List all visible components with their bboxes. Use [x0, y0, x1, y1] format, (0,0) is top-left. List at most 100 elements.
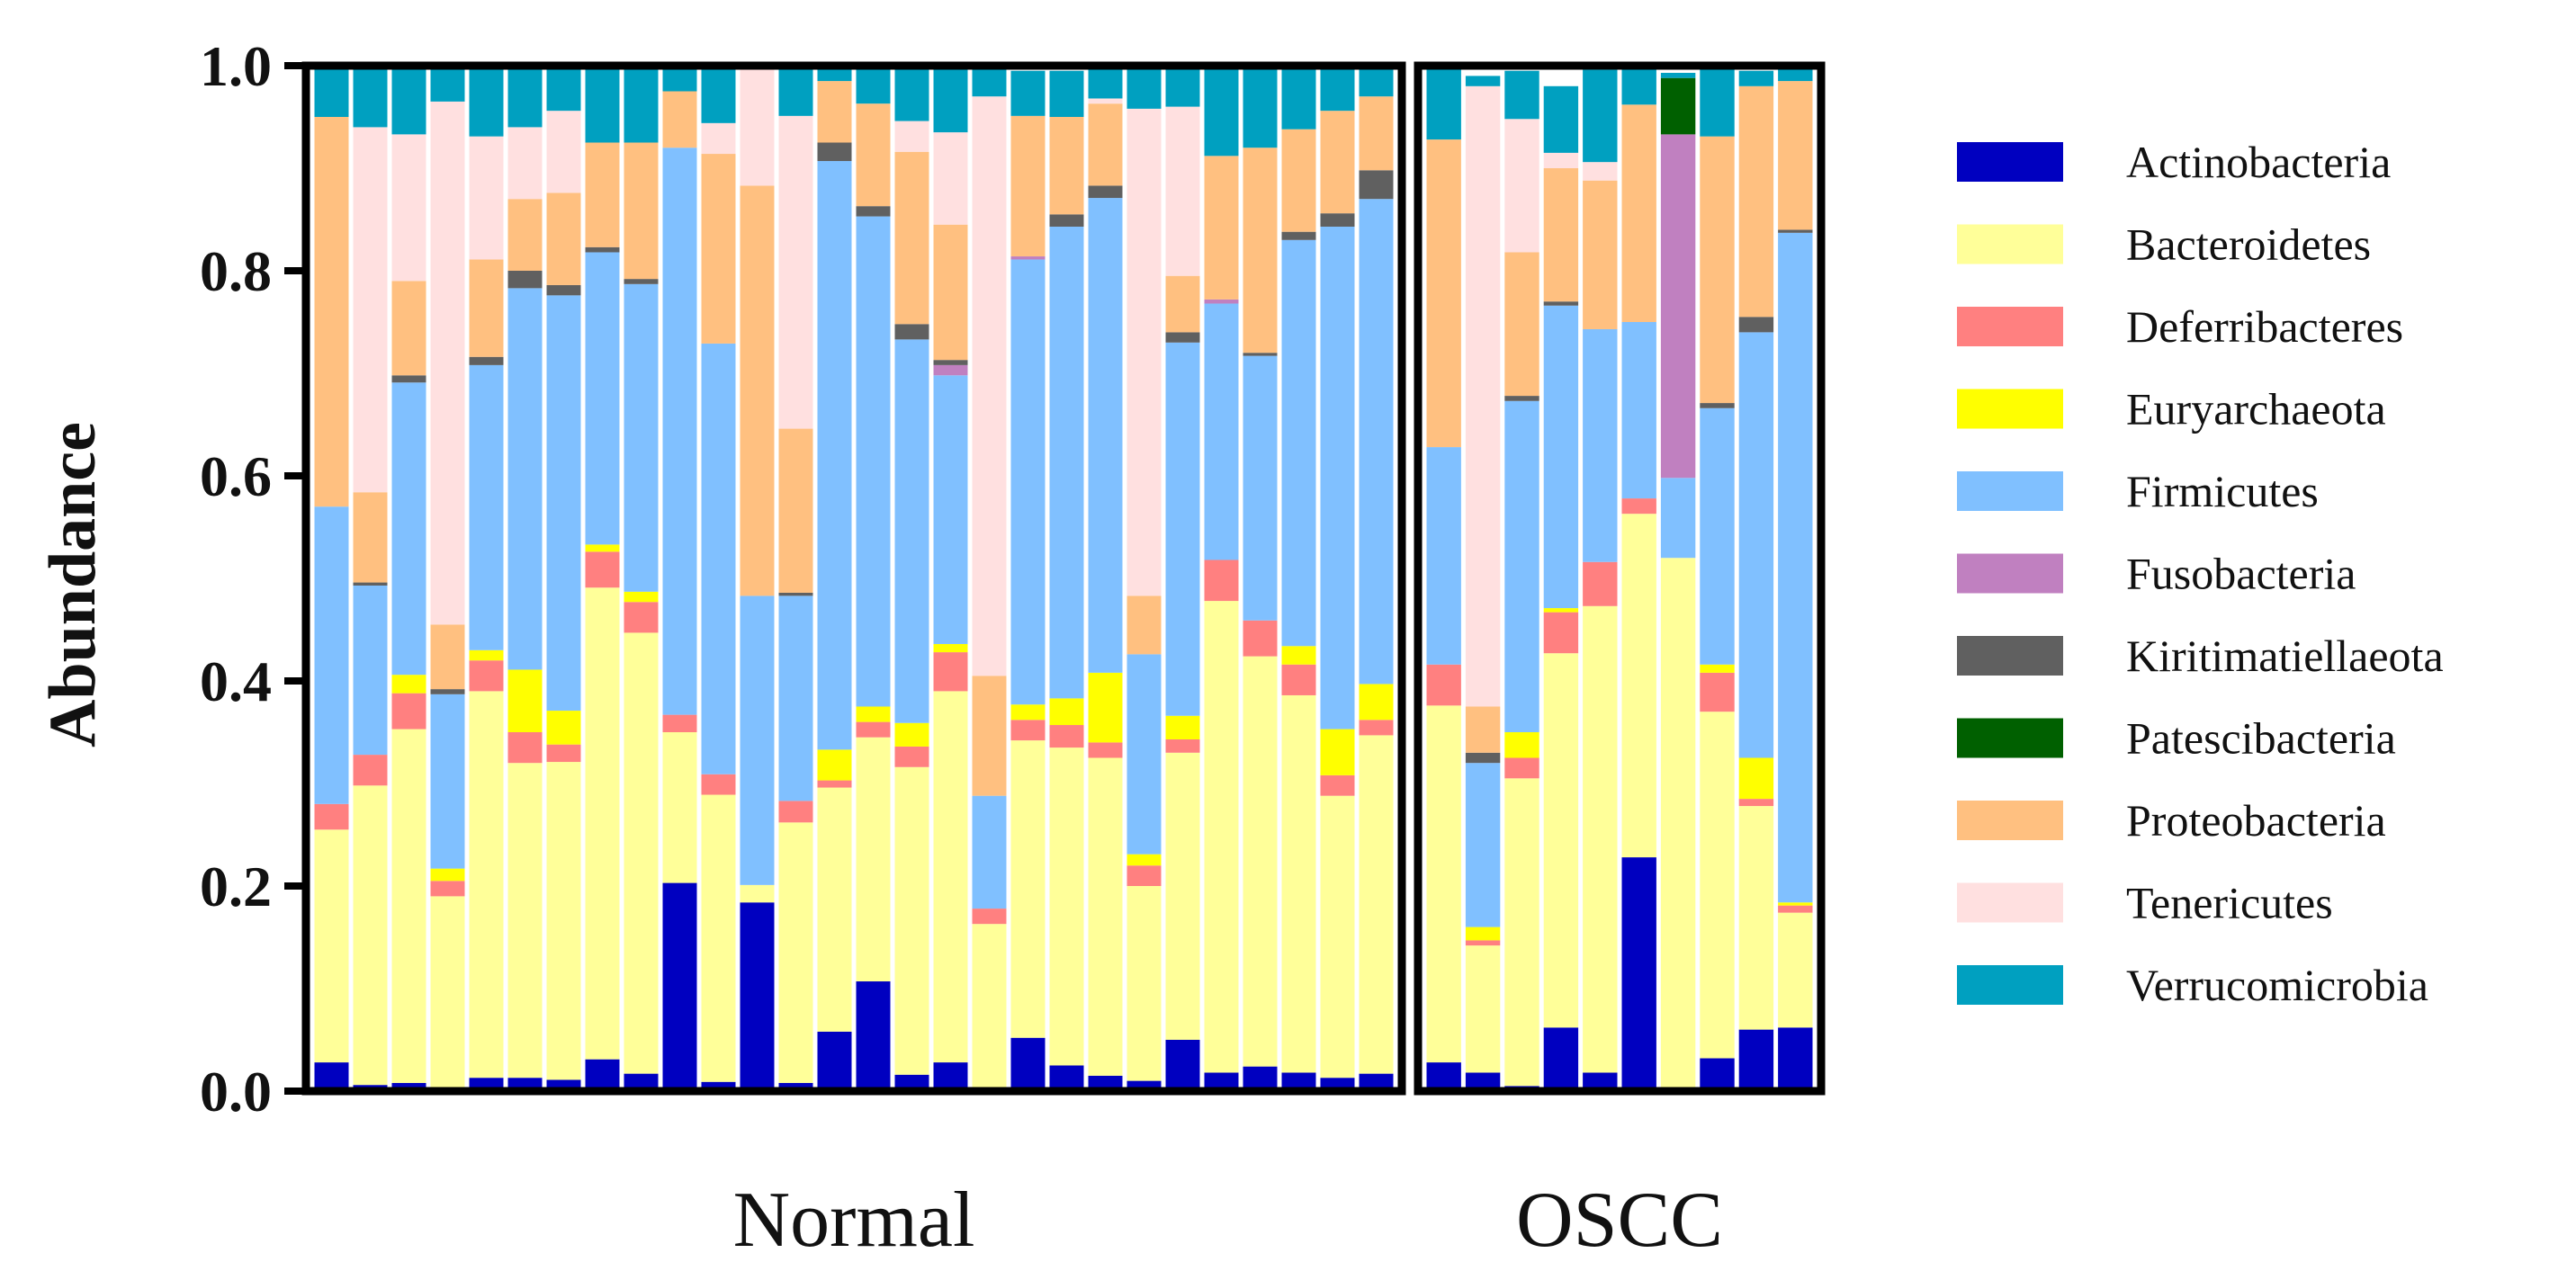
bar-segment-proteobacteria-sample-24 [1204, 156, 1239, 300]
bar-segment-firmicutes-sample-5 [469, 364, 504, 650]
bar-segment-proteobacteria-sample-9 [624, 142, 659, 280]
bar-segment-tenericutes-sample-18 [972, 96, 1007, 676]
bar-segment-euryarchaeota-sample-4 [430, 868, 465, 882]
bar-segment-proteobacteria-sample-25 [1243, 148, 1278, 354]
bar-segment-verrucomicrobia-sample-36 [1700, 68, 1735, 137]
bar-segment-actinobacteria-sample-16 [894, 1074, 929, 1091]
bar-segment-verrucomicrobia-sample-6 [507, 66, 543, 128]
legend-swatch-kiritimatiellaeota [1957, 636, 2063, 676]
bar-segment-firmicutes-sample-1 [314, 506, 349, 804]
bar-segment-euryarchaeota-sample-30 [1465, 926, 1501, 941]
bar-segment-verrucomicrobia-sample-20 [1049, 70, 1084, 117]
bar-segment-firmicutes-sample-17 [933, 375, 968, 644]
bar-segment-bacteroidetes-sample-4 [430, 896, 465, 1088]
y-tick-label: 0.8 [200, 239, 272, 303]
bar-segment-deferribacteres-sample-23 [1165, 738, 1200, 753]
legend-label-euryarchaeota: Euryarchaeota [2126, 384, 2386, 434]
bar-segment-firmicutes-sample-16 [894, 339, 929, 723]
bar-segment-proteobacteria-sample-18 [972, 676, 1007, 796]
bar-segment-bacteroidetes-sample-19 [1010, 740, 1046, 1038]
bar-segment-kiritimatiellaeota-sample-6 [507, 271, 543, 289]
bar-segment-verrucomicrobia-sample-26 [1281, 66, 1316, 130]
bar-segment-verrucomicrobia-sample-16 [894, 66, 929, 121]
bar-segment-verrucomicrobia-sample-17 [933, 66, 968, 133]
bar-segment-euryarchaeota-sample-26 [1281, 646, 1316, 665]
bar-segment-bacteroidetes-sample-24 [1204, 601, 1239, 1073]
bar-segment-verrucomicrobia-sample-25 [1243, 66, 1278, 148]
bar-segment-tenericutes-sample-5 [469, 136, 504, 260]
legend-label-proteobacteria: Proteobacteria [2126, 795, 2386, 846]
bar-segment-bacteroidetes-sample-10 [662, 732, 697, 883]
bar-segment-kiritimatiellaeota-sample-36 [1700, 403, 1735, 408]
bar-segment-deferribacteres-sample-27 [1320, 774, 1355, 796]
bar-segment-proteobacteria-sample-14 [817, 81, 852, 143]
legend-swatch-tenericutes [1957, 882, 2063, 923]
bar-segment-deferribacteres-sample-15 [856, 721, 891, 738]
bar-segment-proteobacteria-sample-32 [1543, 168, 1579, 302]
bar-segment-kiritimatiellaeota-sample-9 [624, 279, 659, 284]
bar-segment-bacteroidetes-sample-3 [391, 729, 426, 1083]
bar-segment-bacteroidetes-sample-28 [1359, 735, 1394, 1074]
bar-segment-bacteroidetes-sample-7 [546, 762, 581, 1080]
bar-segment-proteobacteria-sample-4 [430, 624, 465, 690]
bar-segment-actinobacteria-sample-9 [624, 1073, 659, 1091]
bar-segment-tenericutes-sample-33 [1583, 162, 1618, 181]
bar-segment-verrucomicrobia-sample-35 [1660, 72, 1696, 78]
bar-segment-patescibacteria-sample-35 [1660, 77, 1696, 135]
bar-segment-actinobacteria-sample-38 [1778, 1027, 1813, 1091]
bar-segment-firmicutes-sample-14 [817, 161, 852, 750]
bar-segment-kiritimatiellaeota-sample-26 [1281, 231, 1316, 240]
bar-segment-proteobacteria-sample-33 [1583, 180, 1618, 329]
bar-segment-euryarchaeota-sample-22 [1126, 854, 1162, 866]
bar-segment-firmicutes-sample-25 [1243, 355, 1278, 621]
bar-segment-fusobacteria-sample-24 [1204, 299, 1239, 304]
bar-segment-deferribacteres-sample-9 [624, 602, 659, 633]
legend-label-firmicutes: Firmicutes [2126, 466, 2319, 516]
bar-segment-verrucomicrobia-sample-29 [1426, 66, 1461, 140]
bar-segment-bacteroidetes-sample-32 [1543, 653, 1579, 1028]
bar-segment-tenericutes-sample-22 [1126, 108, 1162, 596]
bar-segment-proteobacteria-sample-5 [469, 259, 504, 357]
bar-segment-verrucomicrobia-sample-18 [972, 66, 1007, 97]
bar-segment-verrucomicrobia-sample-4 [430, 66, 465, 102]
bar-segment-fusobacteria-sample-35 [1660, 134, 1696, 479]
bar-segment-verrucomicrobia-sample-10 [662, 66, 697, 92]
bar-segment-proteobacteria-sample-21 [1088, 103, 1123, 186]
bar-segment-actinobacteria-sample-34 [1621, 857, 1656, 1091]
bar-segment-firmicutes-sample-34 [1621, 322, 1656, 499]
bar-segment-actinobacteria-sample-25 [1243, 1066, 1278, 1091]
bar-segment-deferribacteres-sample-13 [778, 801, 813, 823]
bar-segment-proteobacteria-sample-36 [1700, 136, 1735, 404]
bar-segment-verrucomicrobia-sample-27 [1320, 66, 1355, 112]
bar-segment-bacteroidetes-sample-20 [1049, 747, 1084, 1066]
group-label-normal: Normal [733, 1177, 975, 1264]
bar-segment-deferribacteres-sample-26 [1281, 664, 1316, 695]
bar-segment-verrucomicrobia-sample-5 [469, 66, 504, 137]
bar-segment-verrucomicrobia-sample-11 [701, 66, 736, 123]
bar-segment-firmicutes-sample-15 [856, 216, 891, 707]
bar-segment-bacteroidetes-sample-16 [894, 766, 929, 1075]
bar-segment-deferribacteres-sample-37 [1738, 799, 1774, 807]
bar-segment-bacteroidetes-sample-29 [1426, 705, 1461, 1063]
bar-segment-actinobacteria-sample-13 [778, 1082, 813, 1091]
bar-segment-proteobacteria-sample-27 [1320, 111, 1355, 214]
bar-segment-deferribacteres-sample-3 [391, 693, 426, 730]
bar-segment-verrucomicrobia-sample-34 [1621, 68, 1656, 105]
bar-segment-firmicutes-sample-3 [391, 382, 426, 676]
bar-segment-firmicutes-sample-36 [1700, 407, 1735, 665]
y-tick-label: 1.0 [200, 34, 272, 98]
legend-label-deferribacteres: Deferribacteres [2126, 301, 2403, 352]
bar-segment-deferribacteres-sample-20 [1049, 725, 1084, 748]
bar-segment-actinobacteria-sample-3 [391, 1082, 426, 1091]
bar-segment-tenericutes-sample-31 [1504, 119, 1539, 253]
bar-segment-kiritimatiellaeota-sample-25 [1243, 353, 1278, 356]
bar-segment-proteobacteria-sample-6 [507, 199, 543, 271]
bar-segment-verrucomicrobia-sample-30 [1465, 76, 1501, 86]
bar-segment-proteobacteria-sample-31 [1504, 252, 1539, 397]
bar-segment-bacteroidetes-sample-18 [972, 924, 1007, 1091]
bar-segment-proteobacteria-sample-23 [1165, 275, 1200, 333]
bar-segment-actinobacteria-sample-15 [856, 981, 891, 1091]
bar-segment-kiritimatiellaeota-sample-15 [856, 206, 891, 217]
bar-segment-proteobacteria-sample-3 [391, 281, 426, 376]
